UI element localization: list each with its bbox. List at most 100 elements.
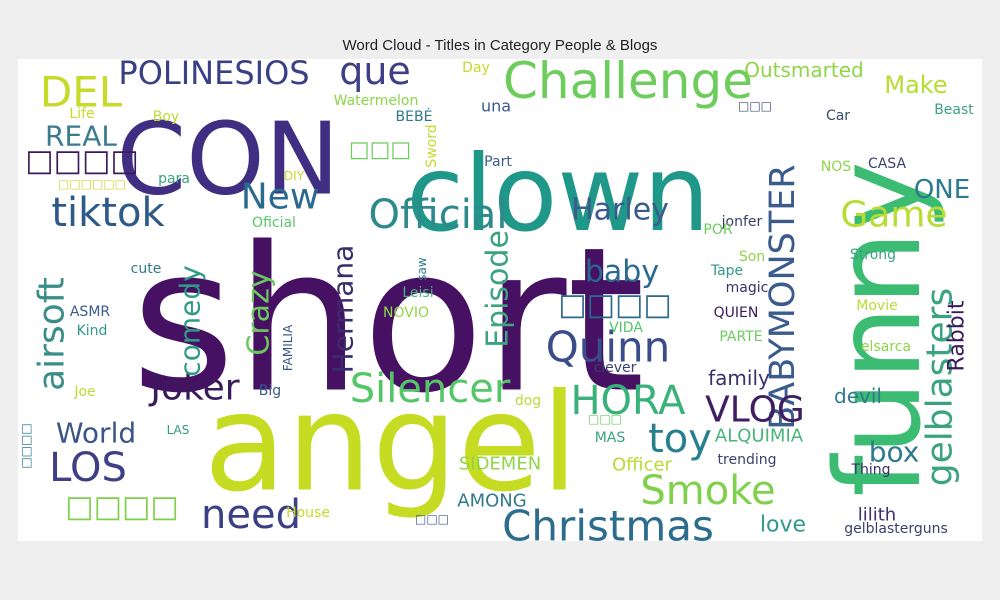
word-58: Strong	[850, 247, 896, 263]
word-87: dog	[515, 393, 541, 409]
word-13: airsoft	[32, 277, 73, 391]
chart-title: Word Cloud - Titles in Category People &…	[342, 37, 658, 54]
word-38: love	[760, 513, 806, 538]
word-35: ONE	[914, 175, 970, 205]
word-30: baby	[585, 255, 659, 290]
word-64: VIDA	[609, 320, 643, 336]
word-24: New	[241, 177, 320, 218]
word-72: Day	[462, 60, 490, 76]
word-29: comedy	[174, 265, 207, 376]
word-8: Official	[369, 192, 508, 238]
word-59: Son	[739, 249, 765, 265]
word-79: Kind	[77, 323, 108, 339]
word-56: NOS	[821, 159, 851, 175]
word-23: DEL	[40, 68, 123, 117]
word-7: Silencer	[350, 366, 511, 412]
word-43: ALQUIMIA	[715, 426, 804, 447]
word-71: Life	[69, 106, 94, 122]
word-11: Quinn	[546, 323, 671, 372]
word-85: Big	[259, 383, 281, 399]
word-68: Watermelon	[334, 93, 419, 109]
word-67: POR	[703, 222, 732, 238]
word-55: CASA	[868, 156, 906, 172]
word-66: elsarca	[861, 339, 911, 355]
word-98: □□□	[415, 512, 449, 526]
word-16: HORA	[570, 378, 686, 424]
word-89: MAS	[595, 430, 626, 446]
word-27: Hermana	[327, 245, 360, 374]
word-81: saw	[415, 257, 429, 281]
word-44: SIDEMEN	[459, 454, 541, 475]
word-65: Movie	[856, 298, 897, 314]
word-92: □□□	[349, 138, 411, 163]
word-69: BEBÉ	[396, 108, 433, 125]
word-3: clown	[406, 133, 710, 255]
word-25: Game	[840, 195, 947, 236]
word-cloud-canvas: short angel funny clown CON Challenge Christma…	[18, 59, 982, 541]
word-19: toy	[648, 416, 712, 462]
word-54: Beast	[934, 102, 974, 118]
word-31: Harley	[571, 193, 669, 228]
word-52: Part	[484, 154, 512, 170]
word-45: Officer	[612, 455, 673, 476]
word-50: Thing	[850, 462, 890, 478]
word-9: BABYMONSTER	[763, 164, 803, 429]
word-53: Car	[826, 108, 850, 124]
word-96: □□□	[738, 99, 772, 113]
word-17: need	[201, 492, 301, 538]
word-22: POLINESIOS	[118, 59, 309, 92]
word-70: Boy	[153, 109, 179, 125]
word-26: Episode	[481, 230, 516, 348]
word-83: NOVIO	[383, 305, 429, 321]
word-49: trending	[718, 452, 777, 468]
word-48: gelblasterguns	[844, 521, 948, 537]
word-74: para	[158, 171, 190, 187]
word-21: que	[339, 59, 411, 93]
word-46: AMONG	[457, 491, 526, 512]
word-57: jonfer	[721, 214, 763, 230]
word-73: Sword	[424, 124, 440, 167]
word-18: VLOG	[705, 390, 805, 431]
word-14: tiktok	[51, 190, 165, 236]
word-42: devil	[834, 384, 882, 408]
word-78: ASMR	[70, 304, 111, 320]
word-94: □□□□	[65, 490, 178, 525]
word-10: gelblasters	[920, 288, 961, 487]
word-1: angel	[204, 365, 579, 522]
word-4: CON	[116, 101, 339, 218]
word-84: clever	[594, 360, 637, 376]
word-6: Christmas	[502, 502, 714, 542]
word-99: □□□□	[19, 423, 33, 468]
word-95: □□□□□□	[58, 177, 126, 191]
word-51: una	[481, 97, 511, 116]
word-88: LAS	[167, 423, 190, 437]
word-76: Oficial	[252, 215, 296, 231]
word-37: box	[869, 436, 920, 469]
word-60: Tape	[710, 263, 743, 279]
word-32: World	[56, 417, 136, 450]
word-28: Crazy	[242, 270, 277, 355]
word-33: REAL	[45, 120, 117, 153]
word-39: Outsmarted	[744, 59, 863, 82]
word-77: cute	[131, 261, 162, 277]
word-2: funny	[809, 161, 947, 497]
word-80: FAMILIA	[281, 324, 295, 371]
word-0: short	[131, 205, 645, 438]
word-75: DIY	[284, 169, 305, 183]
word-12: Smoke	[640, 468, 775, 514]
word-36: Rabbit	[945, 300, 970, 371]
word-15: Joker	[148, 368, 239, 409]
word-90: House	[286, 505, 330, 521]
word-62: QUIEN	[714, 305, 759, 321]
word-86: Joe	[73, 384, 95, 400]
word-91: □□□□	[25, 144, 138, 179]
word-20: LOS	[49, 445, 127, 491]
word-63: PARTE	[719, 329, 762, 345]
word-93: □□□□	[558, 288, 671, 323]
word-41: family	[708, 366, 770, 390]
word-34: Make	[884, 71, 947, 99]
word-47: lilith	[858, 505, 896, 526]
word-61: magic	[726, 280, 769, 296]
word-82: Leisi	[402, 285, 433, 301]
